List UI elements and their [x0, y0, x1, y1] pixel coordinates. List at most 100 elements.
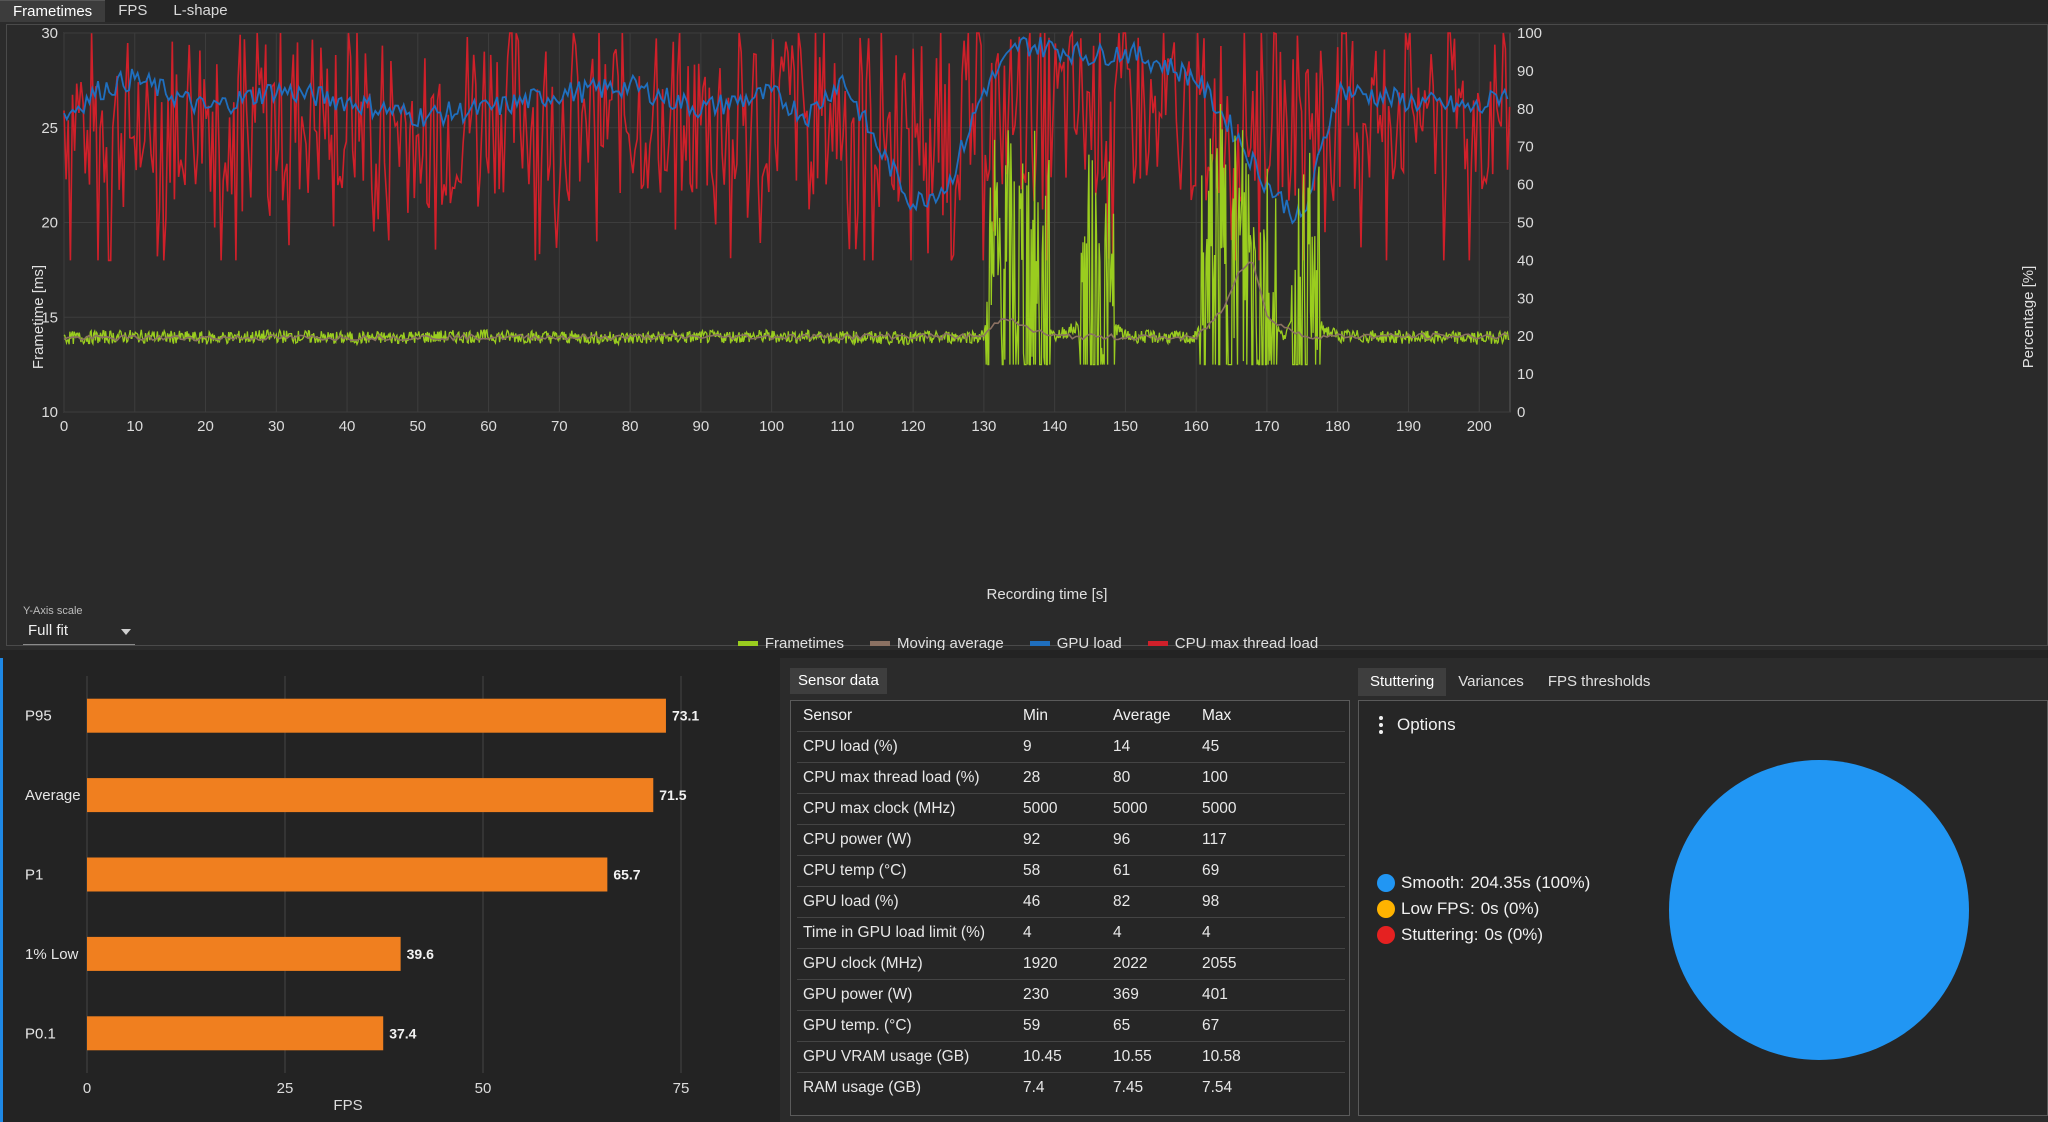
x-tick-label: 160	[1184, 418, 1209, 435]
sensor-name: GPU temp. (°C)	[797, 1009, 1017, 1041]
tab-sensor-data[interactable]: Sensor data	[790, 668, 887, 694]
x-tick-label: 110	[830, 418, 854, 435]
legend-value: 0s (0%)	[1480, 899, 1540, 918]
x-tick-label: 120	[901, 418, 926, 435]
legend-label: Low FPS:	[1401, 899, 1475, 918]
sensor-max: 5000	[1196, 792, 1345, 824]
bar-value-label: 65.7	[613, 867, 640, 883]
sensor-min: 10.45	[1017, 1040, 1107, 1072]
sensor-min: 9	[1017, 730, 1107, 762]
tab-frametimes[interactable]: Frametimes	[0, 0, 106, 22]
sensor-max: 4	[1196, 916, 1345, 948]
sensor-name: Time in GPU load limit (%)	[797, 916, 1017, 948]
tab-fps[interactable]: FPS	[118, 2, 148, 19]
table-row[interactable]: CPU max clock (MHz) 5000 5000 5000	[797, 792, 1345, 824]
sensor-min: 59	[1017, 1009, 1107, 1041]
x-tick-label: 50	[475, 1080, 492, 1097]
tab-l-shape[interactable]: L-shape	[173, 2, 228, 19]
legend-label: Stuttering:	[1401, 925, 1479, 944]
table-row[interactable]: GPU temp. (°C) 59 65 67	[797, 1009, 1345, 1041]
table-row[interactable]: RAM usage (GB) 7.4 7.45 7.54	[797, 1071, 1345, 1103]
sensor-average: 82	[1107, 885, 1196, 917]
y-left-tick-label: 15	[41, 309, 58, 326]
y-axis-scale-control: Y-Axis scale Full fit	[23, 605, 135, 645]
tab-fps-thresholds[interactable]: FPS thresholds	[1547, 673, 1651, 690]
column-header-sensor[interactable]: Sensor	[803, 706, 853, 724]
tab-stuttering[interactable]: Stuttering	[1358, 668, 1447, 696]
x-tick-label: 10	[126, 418, 143, 435]
table-row[interactable]: GPU VRAM usage (GB) 10.45 10.55 10.58	[797, 1040, 1345, 1072]
table-row[interactable]: CPU max thread load (%) 28 80 100	[797, 761, 1345, 793]
fps-percentile-chart: 0 25 50 75 FPS P95 73.1 Average 71.5 P1 65.7 1% Low…	[25, 676, 699, 1114]
x-tick-label: 0	[60, 418, 68, 435]
fps-percentile-panel: 0 25 50 75 FPS P95 73.1 Average 71.5 P1 65.7 1% Low…	[0, 658, 780, 1122]
sensor-average: 5000	[1107, 792, 1196, 824]
sensor-name: RAM usage (GB)	[797, 1071, 1017, 1103]
sensor-max: 69	[1196, 854, 1345, 886]
x-tick-label: 75	[673, 1080, 690, 1097]
sensor-max: 10.58	[1196, 1040, 1345, 1072]
legend-swatch-frametimes	[737, 641, 758, 646]
tab-variances[interactable]: Variances	[1458, 673, 1524, 690]
frametimes-line	[63, 103, 1510, 366]
y-right-tick-label: 80	[1517, 101, 1534, 118]
sensor-min: 7.4	[1017, 1071, 1107, 1103]
x-tick-label: 130	[971, 418, 996, 435]
y-right-tick-label: 100	[1517, 25, 1542, 42]
sensor-max: 45	[1196, 730, 1345, 762]
y-left-tick-label: 10	[41, 404, 58, 421]
legend-item-moving-average[interactable]: Moving average	[870, 635, 1004, 652]
y-axis-scale-select[interactable]: Full fit	[23, 621, 135, 645]
options-button[interactable]: Options	[1379, 715, 1456, 735]
legend-item-low-fps: Low FPS: 0s (0%)	[1377, 896, 1590, 922]
bar-value-label: 37.4	[389, 1025, 416, 1041]
legend-item-gpu-load[interactable]: GPU load	[1029, 635, 1122, 652]
column-header-max[interactable]: Max	[1202, 706, 1232, 724]
legend-item-smooth: Smooth: 204.35s (100%)	[1377, 870, 1590, 896]
legend-item-cpu-max-thread-load[interactable]: CPU max thread load	[1147, 635, 1319, 652]
x-tick-label: 200	[1467, 418, 1492, 435]
sensor-average: 65	[1107, 1009, 1196, 1041]
bar-category-label: P0.1	[25, 1025, 56, 1042]
legend-swatch-cpu-max-thread-load	[1147, 641, 1168, 646]
sensor-min: 1920	[1017, 947, 1107, 979]
y-right-tick-label: 90	[1517, 63, 1534, 80]
y-axis-scale-label: Y-Axis scale	[23, 605, 83, 617]
legend-label: Moving average	[897, 635, 1004, 652]
sensor-name: CPU max thread load (%)	[797, 761, 1017, 793]
sensor-average: 7.45	[1107, 1071, 1196, 1103]
bar-category-label: P95	[25, 708, 52, 725]
table-row[interactable]: GPU load (%) 46 82 98	[797, 885, 1345, 917]
legend-value: 0s (0%)	[1484, 925, 1544, 944]
sensor-name: GPU clock (MHz)	[797, 947, 1017, 979]
y-left-tick-label: 30	[41, 25, 58, 42]
percentage-y-axis-label: Percentage [%]	[2020, 266, 2037, 369]
column-header-min[interactable]: Min	[1023, 706, 1048, 724]
table-row[interactable]: CPU temp (°C) 58 61 69	[797, 854, 1345, 886]
sensor-min: 4	[1017, 916, 1107, 948]
table-row[interactable]: CPU load (%) 9 14 45	[797, 730, 1345, 762]
frametime-legend: Frametimes Moving average GPU load CPU m…	[7, 635, 2048, 652]
analysis-tabs: Stuttering Variances FPS thresholds	[1358, 668, 2048, 696]
legend-item-frametimes[interactable]: Frametimes	[737, 635, 844, 652]
stuttering-pie-chart	[1669, 760, 1969, 1060]
table-row[interactable]: GPU clock (MHz) 1920 2022 2055	[797, 947, 1345, 979]
table-row[interactable]: CPU power (W) 92 96 117	[797, 823, 1345, 855]
cpu-max-thread-load-line	[63, 30, 1511, 262]
fps-x-axis-label: FPS	[333, 1097, 362, 1114]
column-header-average[interactable]: Average	[1113, 706, 1171, 724]
table-row[interactable]: Time in GPU load limit (%) 4 4 4	[797, 916, 1345, 948]
stuttering-content: Options Smooth: 204.35s (100%) Low FPS: …	[1358, 700, 2048, 1116]
y-axis-scale-value: Full fit	[28, 622, 69, 639]
legend-item-stuttering: Stuttering: 0s (0%)	[1377, 922, 1590, 948]
table-row[interactable]: GPU power (W) 230 369 401	[797, 978, 1345, 1010]
recording-time-x-axis-label: Recording time [s]	[987, 586, 1108, 603]
sensor-table: Sensor Min Average Max CPU load (%) 9 14 45…	[797, 701, 1345, 1103]
sensor-average: 2022	[1107, 947, 1196, 979]
panel-divider[interactable]	[0, 650, 2048, 658]
y-left-tick-label: 20	[41, 215, 58, 232]
sensor-min: 28	[1017, 761, 1107, 793]
stutter-legend: Smooth: 204.35s (100%) Low FPS: 0s (0%) …	[1377, 870, 1590, 948]
sensor-average: 96	[1107, 823, 1196, 855]
legend-label: CPU max thread load	[1174, 635, 1319, 652]
